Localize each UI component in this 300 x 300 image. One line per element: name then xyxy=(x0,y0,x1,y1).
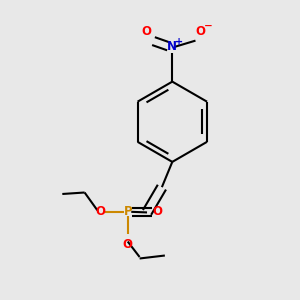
Text: O: O xyxy=(95,205,105,218)
Text: N: N xyxy=(167,40,177,52)
Text: O: O xyxy=(141,25,151,38)
Text: O: O xyxy=(152,205,162,218)
Text: O: O xyxy=(195,25,205,38)
Text: P: P xyxy=(123,205,132,218)
Text: O: O xyxy=(123,238,133,251)
Text: +: + xyxy=(175,38,183,47)
Text: −: − xyxy=(204,21,212,31)
